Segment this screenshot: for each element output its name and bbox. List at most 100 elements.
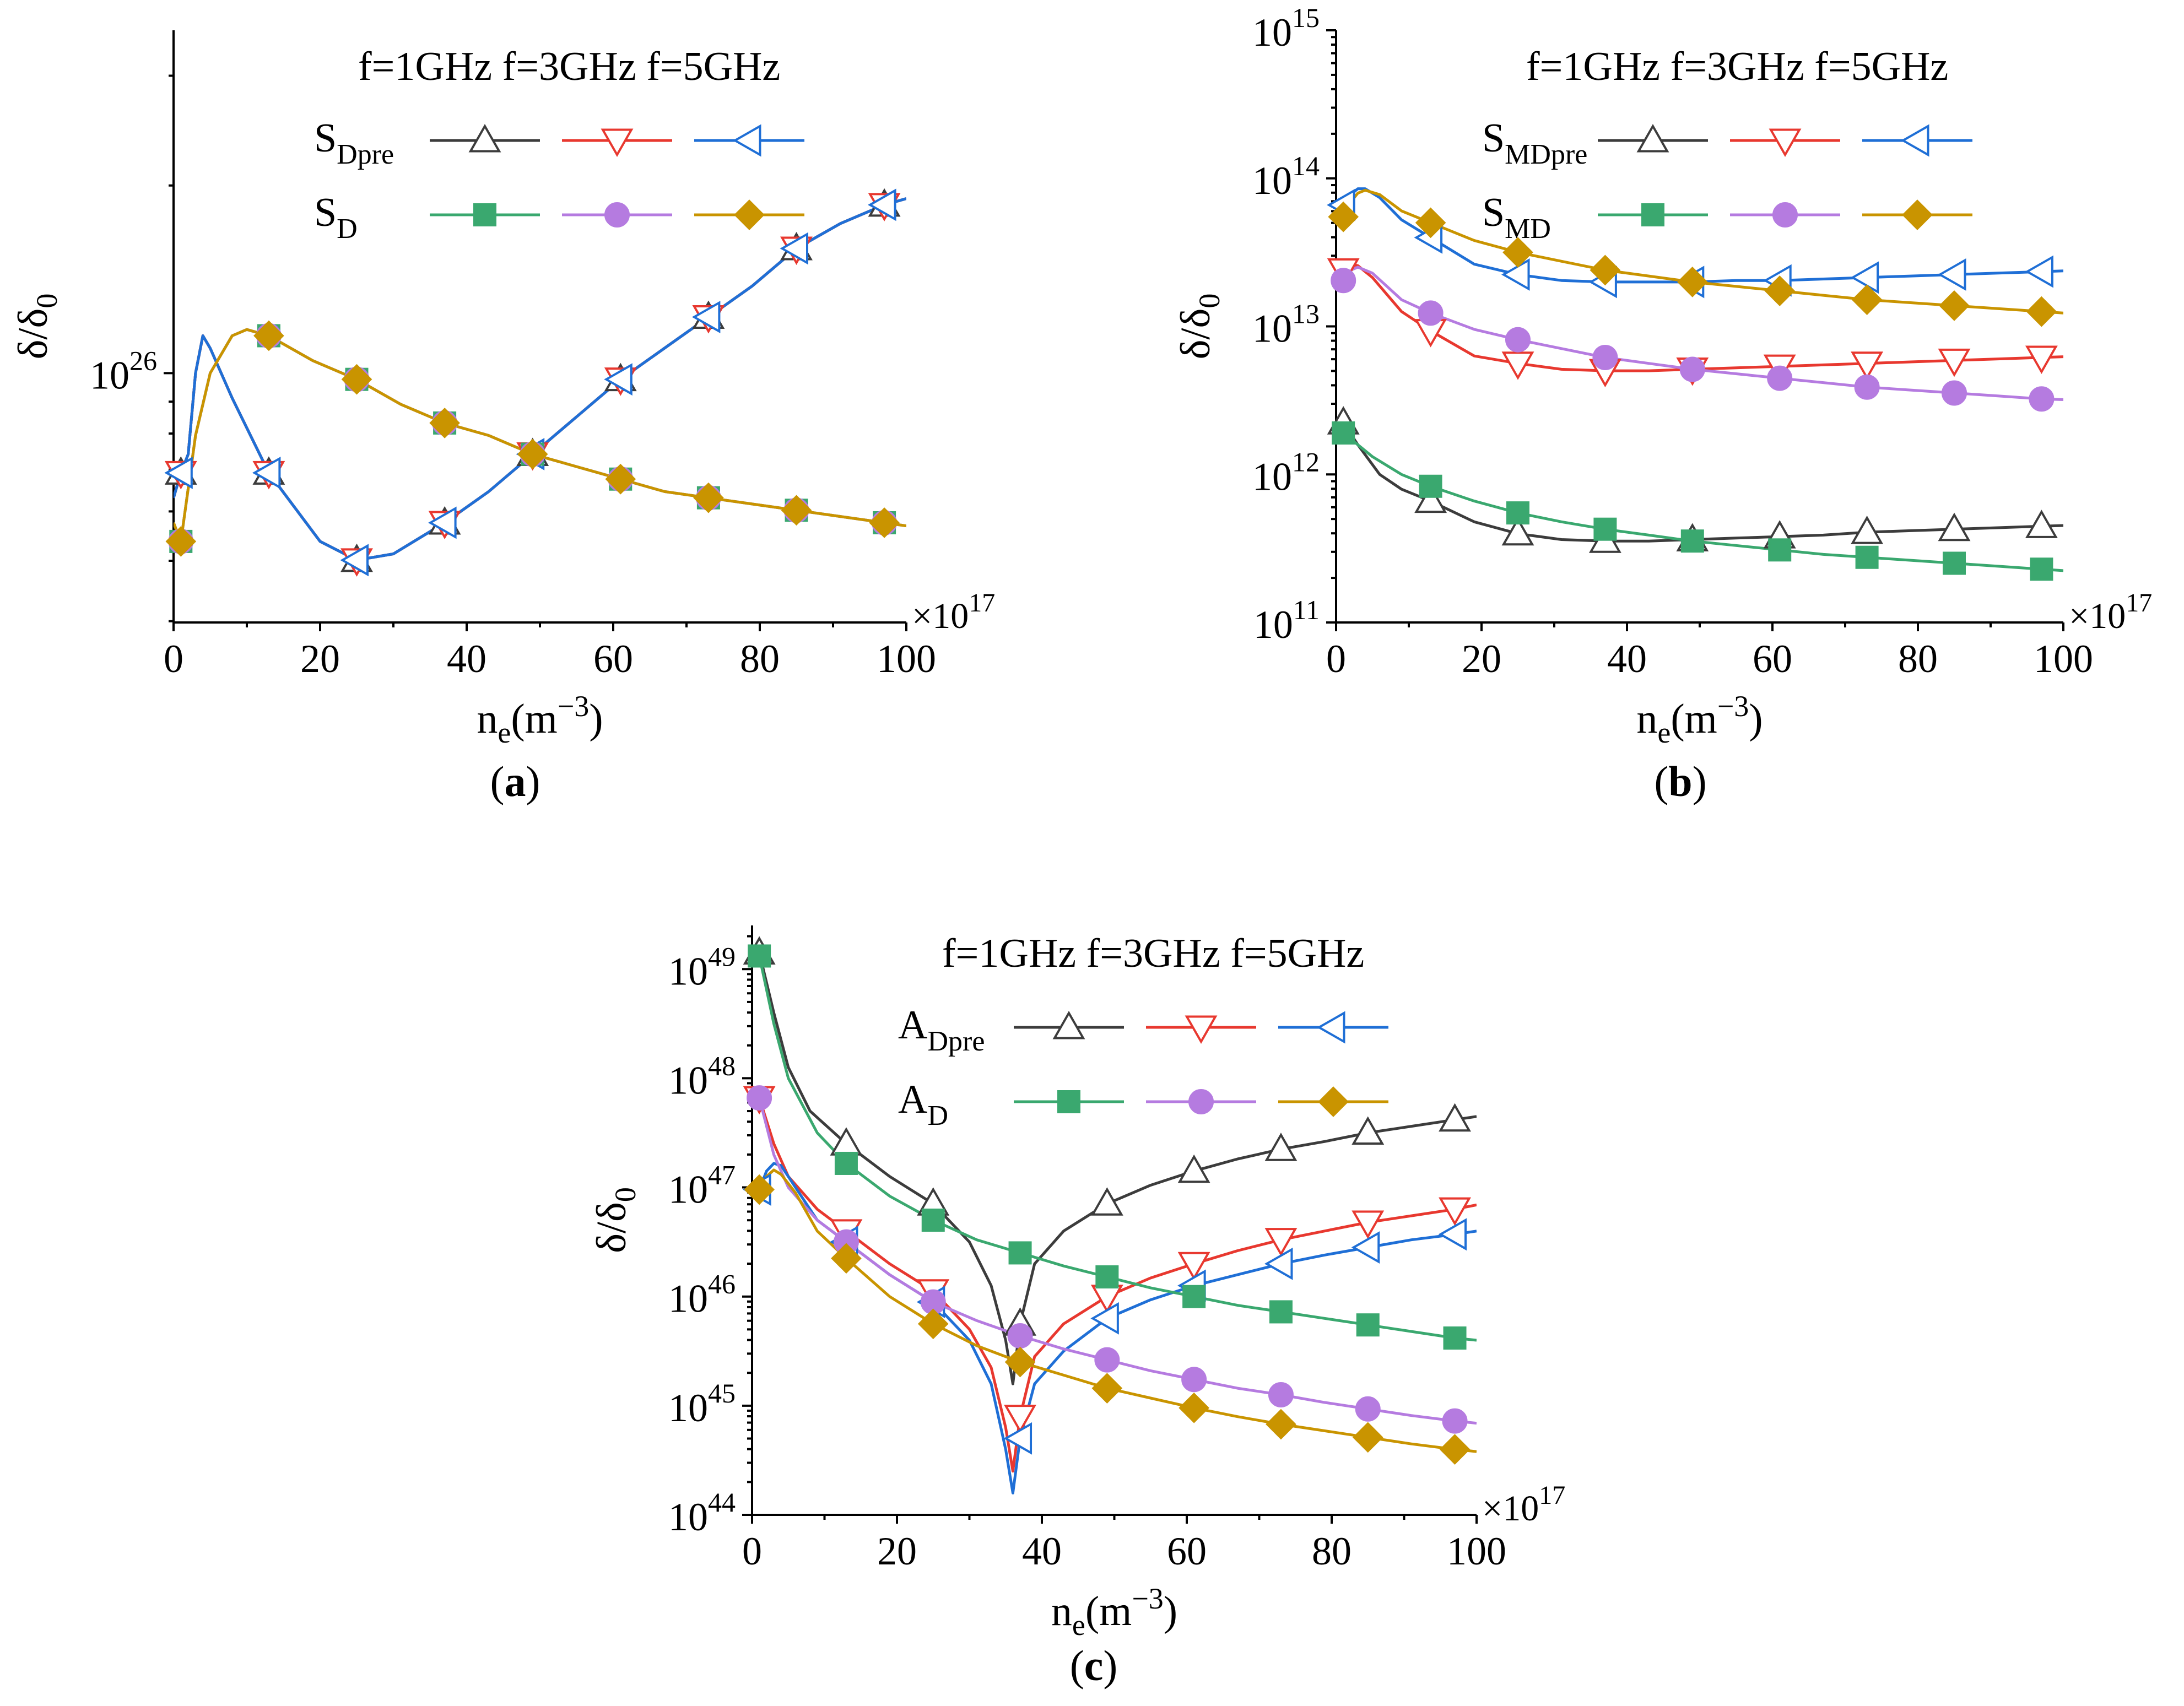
x-tick-label: 80 [1898,637,1938,681]
data-point-red [1352,1210,1385,1239]
x-multiplier: ×1017 [912,588,995,636]
legend: f=1GHz f=3GHz f=5GHz SDpre SD [314,44,804,245]
x-tick-label: 20 [300,637,340,681]
x-tick-label: 20 [877,1529,917,1573]
data-point-purple [1094,1347,1120,1373]
x-tick-label: 0 [1326,637,1346,681]
data-point-green [834,1151,858,1175]
data-point-gold [781,495,812,526]
x-tick-label: 100 [2034,637,2093,681]
legend-label: SMDpre [1482,116,1587,170]
data-point-purple [1592,344,1618,370]
legend-marker [468,123,501,153]
data-point-green [1768,538,1792,562]
data-point-purple [1679,356,1705,382]
data-point-red [1264,1228,1298,1257]
x-tick-label: 80 [740,637,780,681]
legend-marker [604,202,630,228]
data-point-gray [1177,1154,1210,1183]
data-point-gold [1328,201,1359,232]
data-point-green [1356,1313,1380,1337]
legend-marker [1052,1010,1085,1039]
data-point-gold [1764,275,1796,306]
data-point-gold [693,482,724,513]
data-point-red [1938,348,1971,377]
data-point-purple [1442,1408,1468,1434]
legend-marker [473,203,496,226]
data-point-green [1182,1285,1206,1308]
data-point-purple [2029,386,2055,412]
data-point-gray [1352,1116,1385,1145]
data-point-green [1419,474,1442,498]
data-point-gold [517,438,548,470]
data-point-gray [1938,512,1971,541]
y-tick-label: 1048 [668,1050,736,1102]
data-point-blue [604,363,633,396]
panel-caption: (c) [1070,1642,1118,1689]
legend-marker [601,128,634,158]
data-point-gray [1414,484,1447,513]
data-point-blue [1264,1247,1293,1280]
data-point-purple [747,1085,772,1111]
x-tick-label: 20 [1462,637,1501,681]
x-multiplier: ×1017 [2069,588,2152,636]
legend-marker [1318,1086,1349,1117]
data-point-gold [1939,290,1970,321]
x-tick-label: 0 [742,1529,762,1573]
data-point-green [1008,1241,1032,1265]
legend-marker [1900,124,1929,157]
panel-caption: (a) [490,757,540,805]
panel-c: 0 20 40 60 80 100 1044 1045 1046 1047 1048 1049 ×101… [588,925,1565,1689]
x-tick-label: 100 [877,637,936,681]
data-point-purple [1355,1396,1381,1422]
y-tick-label: 1045 [668,1378,736,1430]
y-tick-label: 1013 [1252,299,1320,351]
x-tick-label: 100 [1447,1529,1506,1573]
data-point-blue [780,232,808,265]
data-point-green [1680,529,1704,553]
data-point-gold [744,1174,775,1205]
data-point-gold [1179,1392,1209,1423]
x-tick-label: 60 [1753,637,1792,681]
x-tick-label: 80 [1312,1529,1352,1573]
data-point-gold [1851,284,1883,315]
data-point-blue [428,506,457,539]
legend-marker [1185,1015,1218,1044]
y-tick-label: 1015 [1252,2,1320,55]
data-point-gold [869,507,900,538]
data-point-green [921,1209,945,1232]
data-point-blue [691,301,721,333]
data-point-green [1095,1265,1119,1289]
data-point-blue [340,544,369,577]
data-point-red [1177,1252,1210,1281]
data-point-blue [164,456,193,489]
legend-marker [734,199,765,230]
data-point-gold [1439,1434,1471,1465]
legend-label: ADpre [898,1003,985,1057]
data-point-gold [605,463,636,495]
data-point-gold [1415,207,1446,239]
data-point-purple [1181,1367,1207,1393]
data-point-gold [1004,1346,1036,1378]
legend-label: SDpre [314,116,394,170]
legend-marker [1188,1089,1214,1114]
data-point-red [1501,351,1534,380]
data-point-blue [1937,258,1966,291]
x-tick-label: 40 [447,637,486,681]
x-axis-label: ne(m−3) [477,690,603,749]
data-point-green [748,944,771,968]
y-tick-label: 1047 [668,1160,736,1212]
x-multiplier: ×1017 [1482,1481,1565,1529]
data-point-purple [1331,268,1356,294]
y-axis-label: δ/δ0 [588,1187,642,1253]
x-tick-label: 0 [164,637,183,681]
legend-label: AD [898,1077,948,1131]
data-point-blue [1501,258,1530,291]
panel-a: 0 20 40 60 80 100 1026 ×1017 ne(m−3) δ/δ0 f=1GHz f… [10,30,995,805]
data-point-gold [1677,267,1708,297]
data-point-purple [1854,374,1880,400]
data-point-gold [1502,237,1533,268]
y-tick-label: 1026 [90,345,157,397]
panel-caption: (b) [1654,757,1706,805]
